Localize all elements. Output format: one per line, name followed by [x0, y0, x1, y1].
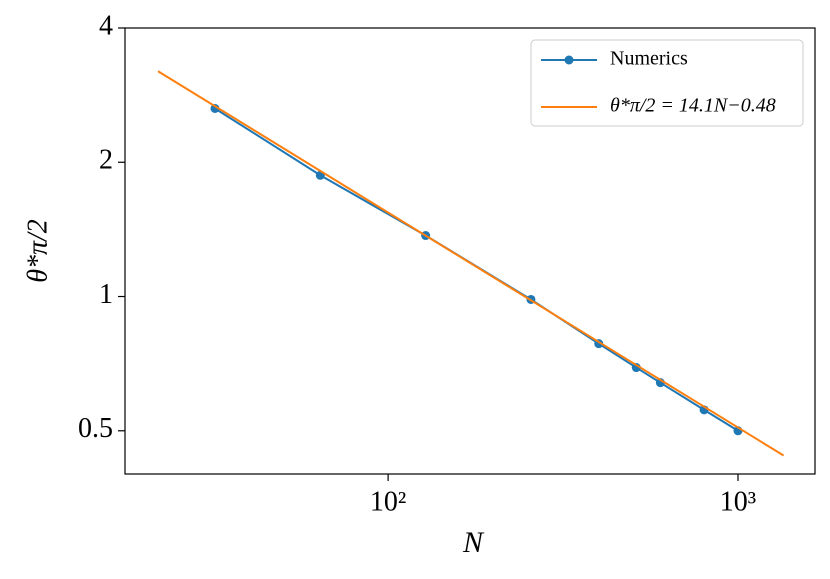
series-line: [157, 70, 785, 457]
legend-label: Numerics: [610, 48, 688, 70]
y-tick-label: 2: [99, 145, 113, 176]
legend: Numerics θ*π/2 = 14.1N−0.48: [530, 39, 804, 127]
legend-marker: [564, 55, 574, 65]
y-tick-label: 0.5: [78, 413, 113, 444]
legend-box: [530, 39, 804, 127]
legend-label: θ*π/2 = 14.1N−0.48: [610, 95, 776, 117]
x-axis-label: N: [462, 526, 485, 559]
y-tick-label: 4: [99, 10, 113, 41]
data-point: [210, 103, 220, 113]
y-axis-label: θ*π/2: [22, 219, 53, 283]
y-tick-label: 1: [99, 279, 113, 310]
x-tick-label: 10²: [370, 486, 406, 517]
x-tick-label: 10³: [720, 486, 756, 517]
plot-frame: [124, 27, 816, 475]
